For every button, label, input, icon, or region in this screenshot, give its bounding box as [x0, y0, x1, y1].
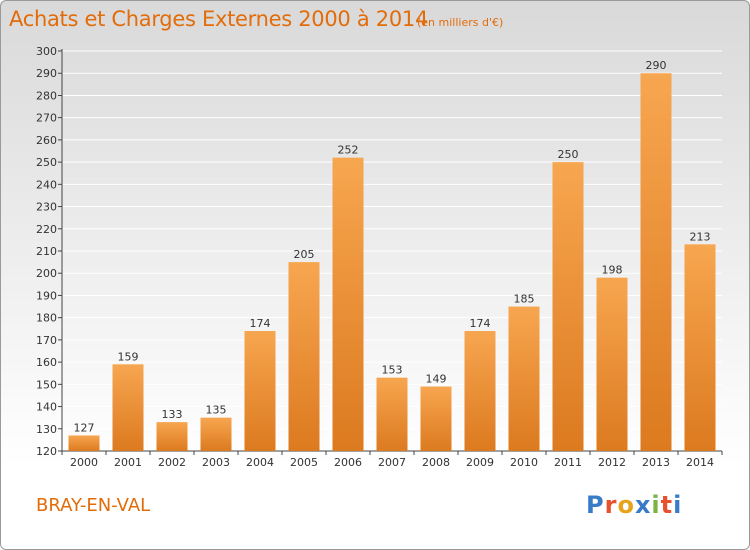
y-tick-label: 230 — [36, 201, 57, 214]
bar — [596, 277, 628, 451]
bar — [684, 244, 716, 451]
chart-title: Achats et Charges Externes 2000 à 2014 — [9, 7, 429, 31]
y-tick-label: 180 — [36, 312, 57, 325]
x-tick-label: 2009 — [466, 456, 494, 469]
x-tick-label: 2000 — [70, 456, 98, 469]
logo-letter: i — [673, 491, 683, 519]
commune-name: BRAY-EN-VAL — [36, 495, 151, 516]
x-tick-label: 2002 — [158, 456, 186, 469]
bar — [552, 162, 584, 451]
y-tick-label: 260 — [36, 134, 57, 147]
bar — [288, 262, 320, 451]
bar — [156, 422, 188, 451]
y-tick-label: 220 — [36, 223, 57, 236]
x-tick-label: 2011 — [554, 456, 582, 469]
x-tick-label: 2014 — [686, 456, 714, 469]
logo-letter: P — [586, 491, 605, 519]
y-tick-label: 280 — [36, 89, 57, 102]
y-tick-label: 290 — [36, 67, 57, 80]
bars — [68, 73, 716, 451]
data-labels: 127 159 133 135 174 205 252 153 149 174 185 250 198 2… — [74, 59, 711, 434]
axes: 120 130 140 150 160 170 180 190 200 210 220 230 240 2… — [36, 45, 723, 469]
y-tick-label: 120 — [36, 445, 57, 458]
x-tick-label: 2013 — [642, 456, 670, 469]
chart-subtitle: (en milliers d'€) — [417, 16, 504, 29]
data-label: 159 — [118, 350, 139, 363]
bar — [508, 306, 540, 451]
data-label: 250 — [558, 148, 579, 161]
y-tick-label: 150 — [36, 378, 57, 391]
bar — [376, 377, 408, 451]
x-tick-label: 2001 — [114, 456, 142, 469]
bar — [200, 417, 232, 451]
y-tick-label: 140 — [36, 401, 57, 414]
bar — [464, 331, 496, 451]
bar — [332, 157, 364, 451]
logo-letter: o — [617, 491, 635, 519]
logo-letter: i — [651, 491, 661, 519]
logo-letter: t — [660, 491, 674, 519]
logo-letter: x — [634, 491, 652, 519]
data-label: 135 — [206, 404, 227, 417]
y-tick-label: 170 — [36, 334, 57, 347]
data-label: 149 — [426, 373, 447, 386]
bar — [112, 364, 144, 451]
y-tick-label: 190 — [36, 289, 57, 302]
data-label: 252 — [338, 144, 359, 157]
bar — [640, 73, 672, 451]
x-tick-label: 2012 — [598, 456, 626, 469]
data-label: 133 — [162, 408, 183, 421]
x-tick-label: 2008 — [422, 456, 450, 469]
y-tick-label: 210 — [36, 245, 57, 258]
bar — [68, 435, 100, 451]
x-tick-label: 2006 — [334, 456, 362, 469]
y-tick-label: 240 — [36, 178, 57, 191]
y-tick-label: 200 — [36, 267, 57, 280]
y-tick-label: 160 — [36, 356, 57, 369]
y-tick-label: 250 — [36, 156, 57, 169]
x-tick-label: 2004 — [246, 456, 274, 469]
logo-letter: r — [604, 491, 618, 519]
x-tick-label: 2005 — [290, 456, 318, 469]
data-label: 213 — [690, 230, 711, 243]
data-label: 198 — [602, 264, 623, 277]
data-label: 127 — [74, 421, 95, 434]
data-label: 174 — [470, 317, 491, 330]
data-label: 174 — [250, 317, 271, 330]
y-tick-label: 130 — [36, 423, 57, 436]
data-label: 185 — [514, 293, 535, 306]
bar — [420, 386, 452, 451]
y-tick-label: 300 — [36, 45, 57, 58]
x-tick-label: 2010 — [510, 456, 538, 469]
y-tick-label: 270 — [36, 112, 57, 125]
bar — [244, 331, 276, 451]
proxiti-logo: Proxiti — [586, 491, 682, 519]
data-label: 153 — [382, 364, 403, 377]
x-tick-label: 2003 — [202, 456, 230, 469]
data-label: 205 — [294, 248, 315, 261]
x-tick-label: 2007 — [378, 456, 406, 469]
data-label: 290 — [646, 59, 667, 72]
